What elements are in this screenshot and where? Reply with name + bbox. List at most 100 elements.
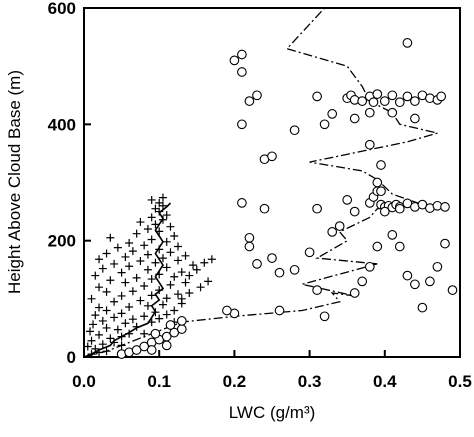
circle-point [394,241,405,252]
plus-point [91,271,100,280]
plus-point [155,198,164,207]
plus-point [136,218,145,227]
x-tick-label: 0.5 [448,372,472,391]
plus-point [117,341,126,350]
x-tick-label: 0.0 [72,372,96,391]
circle-point [252,259,262,269]
circle-point [319,311,330,322]
circle-point [244,241,255,252]
plus-point [162,263,171,272]
plus-point [158,215,167,224]
y-tick-label: 0 [67,348,76,367]
circle-point [312,203,322,214]
circle-point [364,261,375,272]
x-axis-label: LWC (g/m³) [229,403,316,422]
circle-point [327,227,338,237]
plus-point [117,291,126,300]
plus-point [174,242,182,251]
x-tick-label: 0.2 [223,372,247,391]
circle-point [410,96,420,106]
plus-point [207,255,216,264]
plus-point [147,213,156,222]
y-tick-label: 400 [48,115,76,134]
x-tick-label: 0.4 [373,372,397,391]
circle-point [349,206,360,217]
plus-point [155,227,164,236]
plus-point [151,258,160,267]
plus-point [155,314,164,323]
plus-point [162,237,171,246]
circle-point [357,96,368,106]
line-layer [83,7,440,358]
plus-point [192,265,201,274]
plus-point [143,265,152,274]
circle-point [267,253,277,263]
circle-point [436,91,447,102]
plus-point [132,273,141,282]
circle-point [237,119,247,130]
plus-point [158,300,167,309]
circle-point [402,38,413,48]
plus-point [162,211,171,220]
plus-point [87,294,96,303]
plus-point [143,225,152,234]
circle-point [394,203,405,214]
circle-point [327,109,338,119]
y-tick-label: 600 [48,0,76,18]
circle-point [165,320,176,330]
circle-point [376,186,386,197]
circle-point [402,91,413,102]
plus-point [177,268,186,277]
plus-point [185,271,194,280]
circle-point [349,288,360,298]
circle-point [410,113,420,124]
plus-point [181,278,190,287]
circle-point [176,324,187,334]
marker-layer [83,38,458,359]
plus-point [86,327,95,336]
circle-point [289,125,300,136]
plus-point [125,262,134,271]
plus-point [166,280,175,289]
plus-point [147,318,156,327]
circle-point [237,67,247,77]
circle-point [387,107,398,118]
plus-point [158,193,167,202]
circle-point [237,198,247,208]
plus-point [98,340,107,349]
plus-point [155,286,164,295]
circle-point [304,247,315,258]
circle-point [176,316,187,326]
plus-point [151,204,160,213]
plus-point [102,347,111,356]
circle-point [376,160,386,170]
plus-point [162,310,171,319]
circle-point [372,177,383,188]
plus-point [83,342,92,351]
plus-point [158,254,167,263]
circle-point [440,202,450,212]
circle-point [146,345,157,355]
x-tick-label: 0.3 [298,372,322,391]
circle-point [410,279,420,290]
plus-point [117,268,126,277]
plus-point [125,329,134,338]
plus-point [174,256,182,265]
plus-point [151,308,160,317]
circle-point [289,264,300,275]
plus-point [140,329,149,338]
circle-point [252,90,262,101]
plus-point [91,311,100,320]
circle-point [150,328,161,339]
circle-point [274,267,285,278]
plus-point [181,251,190,260]
plus-point [106,334,115,343]
plus-point [185,289,194,298]
plus-point [98,316,107,325]
plus-point [143,250,152,259]
plus-point [110,297,119,306]
plus-point [174,290,182,299]
plus-point [200,258,209,267]
circle-point [368,97,379,108]
